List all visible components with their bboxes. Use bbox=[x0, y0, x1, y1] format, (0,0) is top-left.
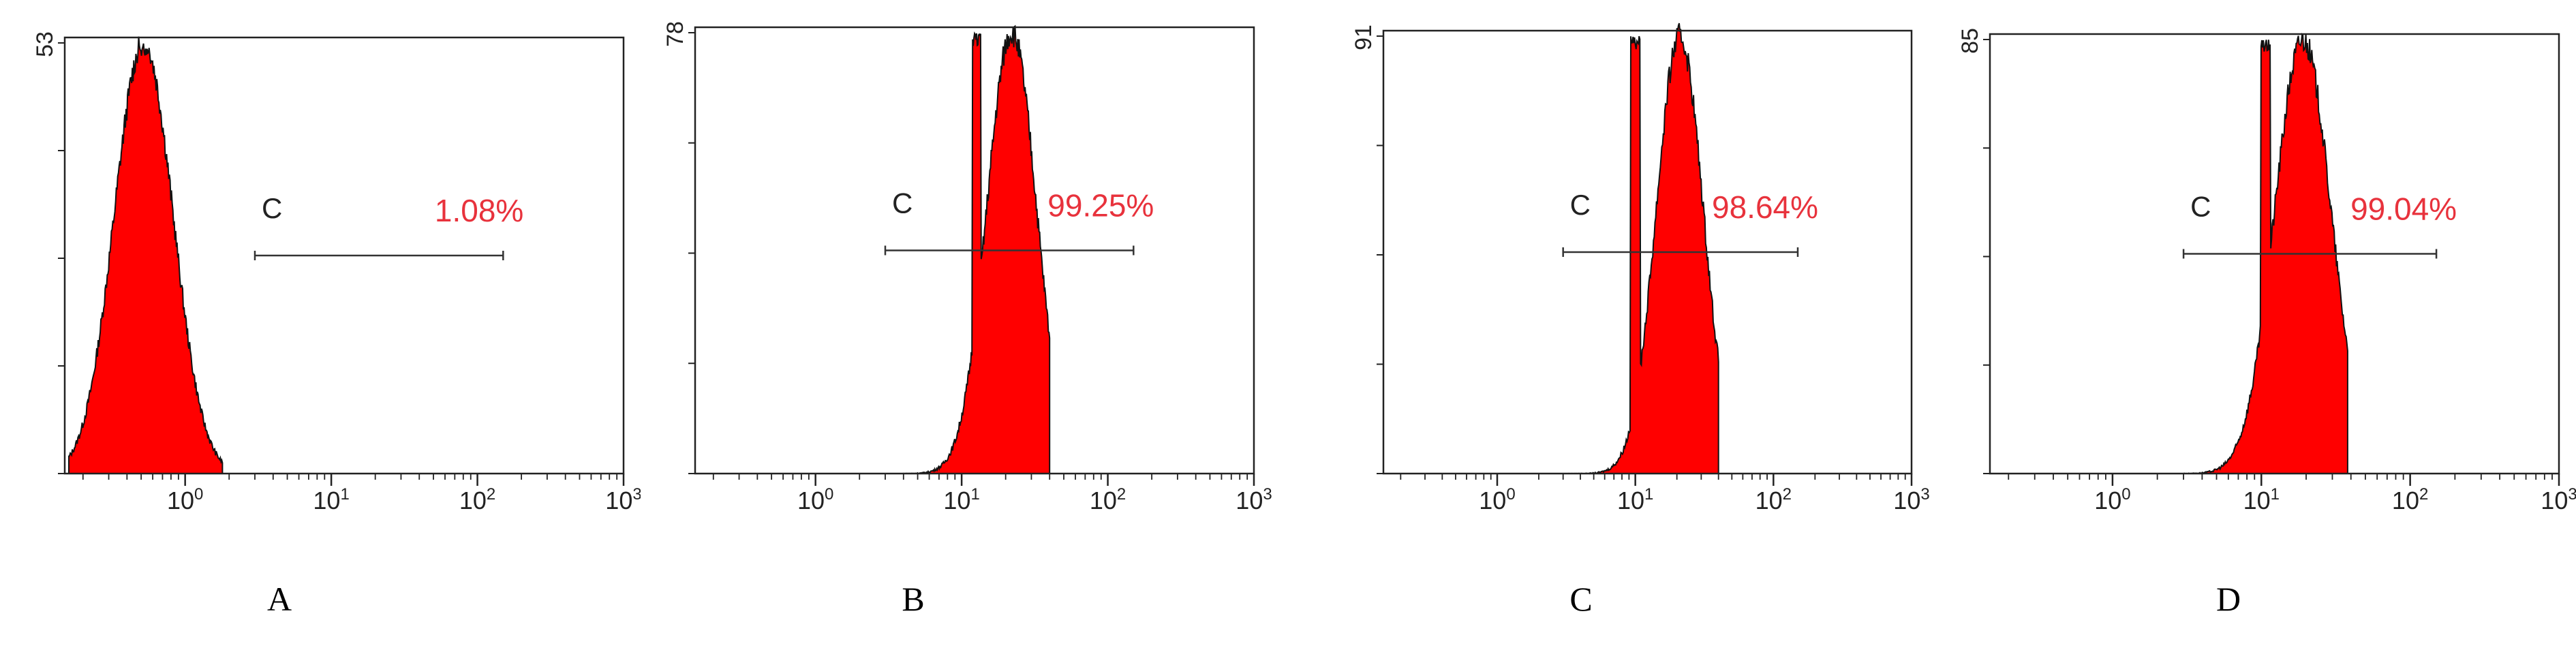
panel-caption: A bbox=[266, 580, 292, 618]
x-tick-label: 102 bbox=[459, 485, 495, 514]
y-max-label: 91 bbox=[1351, 25, 1377, 50]
gate-label: C bbox=[262, 192, 282, 224]
plot-frame bbox=[63, 36, 625, 475]
plot-frame bbox=[1989, 33, 2560, 475]
gate-label: C bbox=[2190, 191, 2211, 223]
panel-caption: C bbox=[1569, 580, 1593, 618]
x-tick-label: 103 bbox=[1893, 485, 1929, 514]
gate-percent: 1.08% bbox=[435, 193, 523, 228]
x-tick-label: 103 bbox=[605, 485, 641, 514]
histogram-panel-c: 91 100 101 102 103 C 98.64% bbox=[1351, 22, 1930, 514]
histogram-panel-d: 85 100 101 102 103 C 99.04% bbox=[1957, 28, 2576, 514]
x-tick-label: 102 bbox=[1755, 485, 1792, 514]
y-max-label: 53 bbox=[32, 31, 58, 57]
x-tick-label: 100 bbox=[167, 485, 203, 514]
gate-percent: 98.64% bbox=[1712, 189, 1818, 225]
x-tick-label: 102 bbox=[1090, 485, 1126, 514]
histogram-panel-b: 78 100 101 102 103 C 99.25% bbox=[662, 21, 1272, 514]
x-tick-label: 100 bbox=[797, 485, 833, 514]
gate-percent: 99.25% bbox=[1047, 188, 1154, 223]
x-tick-label: 101 bbox=[2243, 485, 2280, 514]
x-tick-label: 100 bbox=[2094, 485, 2130, 514]
plot-frame bbox=[1382, 29, 1913, 475]
y-max-label: 78 bbox=[662, 21, 688, 47]
x-tick-label: 100 bbox=[1479, 485, 1515, 514]
gate-label: C bbox=[892, 187, 913, 219]
x-tick-label: 101 bbox=[943, 485, 979, 514]
histogram-area bbox=[68, 36, 224, 474]
panel-caption: B bbox=[902, 580, 925, 618]
gate-label: C bbox=[1570, 189, 1591, 221]
x-tick-label: 101 bbox=[313, 485, 349, 514]
gate-percent: 99.04% bbox=[2350, 191, 2457, 227]
x-tick-label: 103 bbox=[1236, 485, 1272, 514]
x-tick-label: 101 bbox=[1617, 485, 1653, 514]
x-tick-label: 103 bbox=[2541, 485, 2576, 514]
histogram-panel-a: 53 100 101 102 103 C 1.08% bbox=[32, 31, 641, 514]
y-max-label: 85 bbox=[1957, 28, 1983, 54]
panel-caption: D bbox=[2215, 580, 2241, 618]
plot-frame bbox=[694, 26, 1255, 475]
histogram-area bbox=[1552, 22, 1719, 475]
x-tick-label: 102 bbox=[2392, 485, 2428, 514]
